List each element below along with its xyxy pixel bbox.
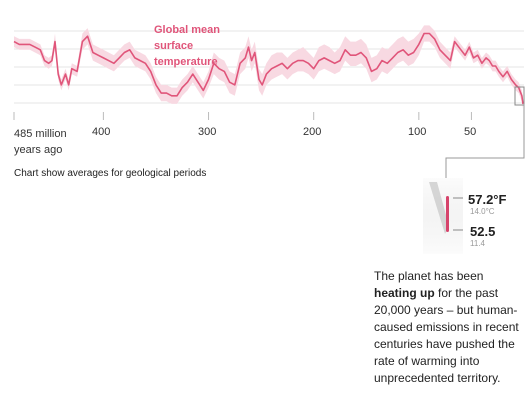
x-tick-label: 300 <box>198 126 217 138</box>
inset-bottom-value: 52.5 <box>470 224 496 239</box>
chart-note: Chart show averages for geological perio… <box>14 168 207 179</box>
temperature-line <box>13 32 524 104</box>
x-tick-label: 50 <box>464 126 477 138</box>
inset-bottom-sub: 11.4 <box>470 239 485 248</box>
annotation-emphasis: heating up <box>374 286 435 300</box>
inset-top-value: 57.2°F <box>468 192 507 207</box>
x-tick-label: 100 <box>408 126 427 138</box>
annotation-before: The planet has been <box>374 269 484 283</box>
inset-plot <box>423 178 463 254</box>
inset-top-sub: 14.0°C <box>470 207 495 216</box>
x-ticks <box>13 112 472 120</box>
x-tick-label: 400 <box>92 126 111 138</box>
x-tick-label: 200 <box>303 126 322 138</box>
x-tick-label: 485 million years ago <box>14 128 67 156</box>
annotation-text: The planet has been heating up for the p… <box>374 268 524 387</box>
uncertainty-band <box>14 25 523 110</box>
annotation-after: for the past 20,000 years – but human-ca… <box>374 286 519 385</box>
series-label: Global mean surface temperature <box>154 24 221 68</box>
inset-band <box>429 182 449 234</box>
inset-warming-bar <box>446 196 449 232</box>
zoom-box <box>514 86 525 106</box>
zoom-connector <box>445 104 525 178</box>
zoom-inset <box>423 178 463 254</box>
